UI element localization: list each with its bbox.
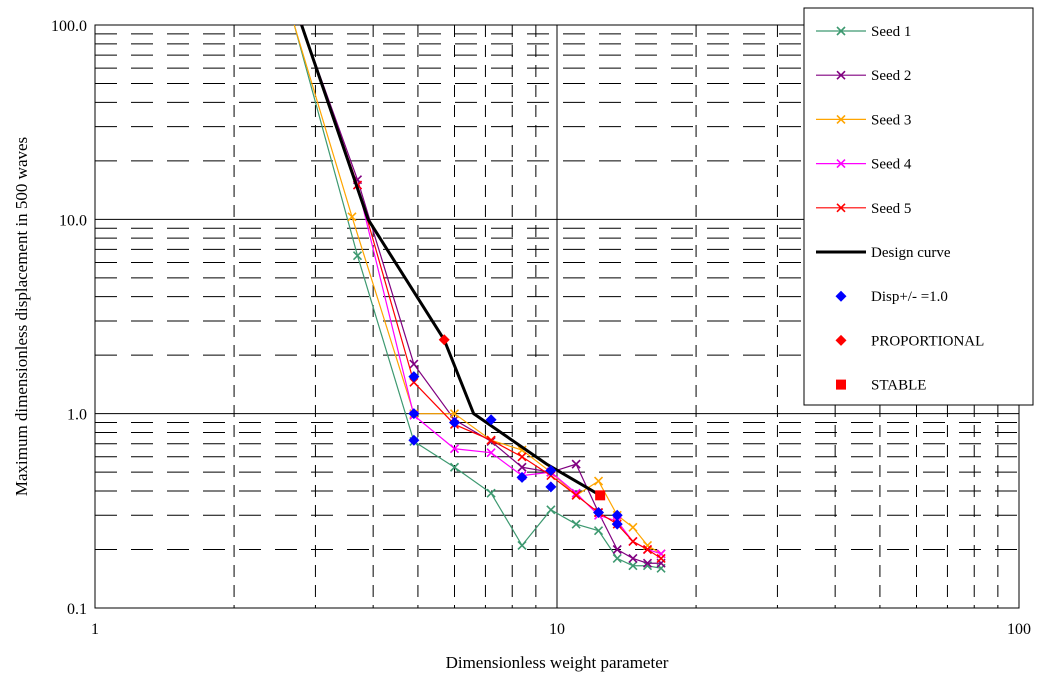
data-point [409, 359, 419, 369]
y-axis-title: Maximum dimensionless displacement in 50… [12, 137, 31, 496]
data-point [612, 544, 622, 555]
series-seed-5 [301, 24, 666, 563]
data-point [545, 464, 557, 476]
legend-item-design-curve: Design curve [816, 245, 951, 261]
data-point [408, 434, 420, 446]
series-seed-4 [301, 24, 666, 559]
data-point [593, 476, 604, 486]
data-point [571, 459, 581, 469]
legend-item-seed-3: Seed 3 [816, 112, 911, 128]
legend-marker [835, 290, 847, 302]
data-point [352, 251, 363, 261]
legend-label: STABLE [871, 378, 926, 394]
data-point [611, 509, 623, 521]
legend-marker [836, 159, 846, 169]
series-proportional [438, 334, 450, 346]
y-tick-label: 10.0 [59, 212, 87, 229]
legend-label: Seed 3 [871, 112, 911, 128]
data-point [545, 481, 557, 493]
data-point [486, 448, 496, 458]
legend-item-seed-5: Seed 5 [816, 201, 911, 217]
legend-item-seed-2: Seed 2 [816, 68, 911, 84]
legend-label: Seed 2 [871, 68, 911, 84]
legend-item-stable: STABLE [836, 378, 926, 394]
data-point [408, 371, 420, 383]
data-point [612, 553, 622, 563]
data-point [571, 488, 581, 498]
data-point [517, 462, 527, 472]
legend-label: Seed 5 [871, 201, 911, 217]
legend-marker [836, 70, 846, 80]
data-point [595, 490, 606, 501]
data-point [628, 553, 638, 563]
data-point [642, 558, 653, 568]
x-tick-label: 10 [549, 621, 565, 638]
series-design-curve [300, 24, 601, 497]
series-line [301, 24, 662, 564]
data-point [486, 435, 496, 445]
legend-item-disp-1-0: Disp+/- =1.0 [835, 289, 948, 305]
legend-marker [836, 203, 846, 213]
legend: Seed 1 Seed 2 Seed 3 Seed 4 Seed 5 Design cur… [803, 7, 1034, 406]
data-point [593, 507, 605, 519]
series-seed-3 [293, 24, 666, 559]
series-line [301, 24, 662, 555]
data-point [628, 536, 638, 547]
data-point [517, 540, 527, 550]
series-line [301, 24, 662, 559]
y-tick-label: 0.1 [67, 601, 87, 618]
legend-marker [836, 379, 846, 390]
legend-marker [836, 26, 846, 36]
legend-label: Design curve [871, 245, 951, 261]
data-point [611, 518, 623, 530]
legend-item-seed-4: Seed 4 [816, 157, 912, 173]
legend-marker [836, 114, 846, 124]
series-disp-1-0 [408, 371, 623, 530]
data-point [486, 488, 496, 498]
data-point [546, 505, 556, 515]
data-point [449, 417, 461, 429]
x-tick-label: 100 [1007, 621, 1031, 638]
data-point [449, 409, 460, 419]
series-stable [595, 490, 606, 501]
legend-label: PROPORTIONAL [871, 333, 984, 349]
data-point [449, 444, 460, 454]
y-tick-label: 1.0 [67, 407, 87, 424]
series-layer [293, 24, 666, 573]
data-point [409, 377, 419, 387]
data-point [571, 519, 581, 529]
data-point [593, 526, 604, 536]
x-tick-label: 1 [91, 621, 99, 638]
data-point [517, 452, 527, 462]
tick-labels: 1 10 100 0.1 1.0 10.0 100.0 [51, 18, 1031, 638]
series-line [300, 24, 601, 497]
data-point [628, 561, 638, 571]
legend-label: Disp+/- =1.0 [871, 289, 948, 305]
y-tick-label: 100.0 [51, 18, 87, 35]
x-axis-title: Dimensionless weight parameter [446, 653, 669, 672]
data-point [438, 334, 450, 346]
data-point [642, 544, 653, 555]
legend-marker [835, 334, 847, 346]
legend-item-proportional: PROPORTIONAL [835, 333, 984, 349]
data-point [485, 414, 497, 426]
data-point [656, 553, 666, 563]
data-point [449, 462, 460, 472]
series-seed-2 [301, 24, 666, 568]
data-point [571, 490, 581, 500]
series-line [293, 24, 662, 555]
data-point [628, 522, 638, 532]
data-point [347, 212, 357, 222]
data-point [516, 471, 528, 483]
legend-item-seed-1: Seed 1 [816, 24, 911, 40]
legend-label: Seed 1 [871, 24, 911, 40]
series-seed-1 [293, 24, 666, 573]
data-point [408, 408, 420, 420]
legend-label: Seed 4 [871, 157, 912, 173]
